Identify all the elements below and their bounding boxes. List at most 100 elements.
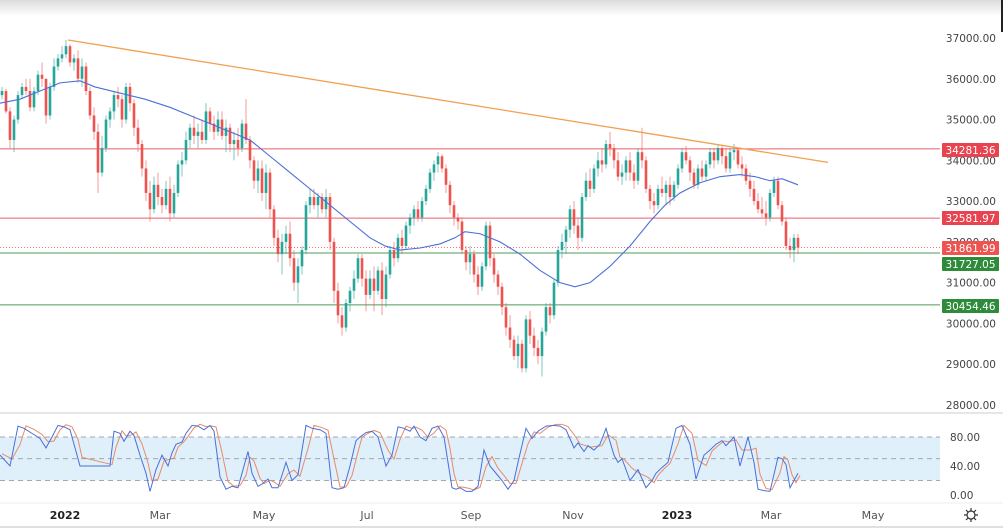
candle: [248, 135, 252, 169]
candle: [176, 160, 180, 198]
candle: [560, 233, 564, 259]
candle: [636, 148, 640, 185]
candle: [744, 164, 748, 185]
candle: [496, 270, 500, 295]
candle: [584, 172, 588, 202]
candle: [756, 192, 760, 214]
moving-average-line[interactable]: [0, 80, 799, 288]
candle: [600, 148, 604, 173]
candle: [240, 119, 244, 153]
candle: [80, 58, 84, 87]
candle: [300, 245, 304, 275]
candle: [404, 221, 408, 251]
price-pane[interactable]: [0, 39, 940, 377]
candle: [96, 123, 100, 193]
candle: [456, 213, 460, 230]
candle: [12, 115, 16, 153]
candle: [392, 241, 396, 267]
candle: [340, 307, 344, 336]
candle: [168, 176, 172, 222]
time-tick-label: Mar: [761, 509, 782, 522]
candle: [424, 184, 428, 206]
candle: [500, 282, 504, 316]
candle: [612, 144, 616, 169]
candle: [188, 123, 192, 149]
candle: [116, 86, 120, 108]
gear-icon[interactable]: [963, 507, 979, 523]
candle: [596, 152, 600, 177]
candle: [684, 146, 688, 165]
candle: [252, 156, 256, 189]
candle: [60, 46, 64, 63]
candle: [332, 237, 336, 304]
stochastic-pane[interactable]: [0, 423, 940, 492]
candle: [604, 139, 608, 169]
svg-text:31727.05: 31727.05: [945, 259, 995, 271]
candle: [628, 152, 632, 181]
candle: [432, 160, 436, 181]
time-axis[interactable]: 2022 Mar May Jul Sep Nov 2023 Mar May: [50, 509, 885, 522]
candle: [796, 233, 800, 255]
candle: [276, 229, 280, 263]
candle: [532, 327, 536, 357]
candle: [288, 221, 292, 267]
candle: [320, 192, 324, 214]
candle: [68, 44, 72, 67]
candle: [244, 99, 248, 145]
candle: [164, 180, 168, 210]
candle: [712, 148, 716, 169]
candle: [728, 148, 732, 173]
candle: [272, 205, 276, 246]
candle: [368, 270, 372, 299]
candle: [736, 148, 740, 169]
candle: [268, 168, 272, 218]
candle: [304, 201, 308, 255]
candle: [760, 197, 764, 218]
candle: [196, 123, 200, 149]
candle: [336, 282, 340, 324]
candle: [420, 197, 424, 222]
candle: [144, 160, 148, 202]
candle: [376, 266, 380, 295]
candle: [544, 303, 548, 336]
candle: [792, 233, 796, 263]
price-axis[interactable]: 37000.00 36000.00 35000.00 34000.00 33000.00…: [946, 33, 996, 412]
descending-trendline[interactable]: [67, 39, 829, 164]
candle: [200, 119, 204, 145]
candle: [260, 160, 264, 202]
candle: [16, 91, 20, 124]
candle: [652, 192, 656, 214]
candle: [384, 266, 388, 308]
candle: [768, 188, 772, 222]
candle: [656, 184, 660, 210]
svg-text:34281.36: 34281.36: [945, 145, 995, 157]
candle: [540, 327, 544, 377]
candle: [696, 164, 700, 189]
candle: [660, 176, 664, 198]
candle: [308, 188, 312, 214]
price-tick-label: 30000.00: [946, 318, 996, 330]
candle: [84, 62, 88, 96]
candle: [412, 205, 416, 226]
candle: [88, 86, 92, 120]
candle: [224, 119, 228, 153]
candle: [512, 335, 516, 361]
stochastic-tick-label: 0.00: [950, 490, 973, 502]
candle: [776, 176, 780, 210]
time-tick-label: Jul: [359, 509, 373, 522]
candle: [640, 127, 644, 169]
candle: [364, 270, 368, 312]
candle: [76, 50, 80, 83]
candle: [504, 303, 508, 336]
candle: [620, 164, 624, 185]
candle: [572, 201, 576, 234]
candle: [388, 245, 392, 279]
price-tick-label: 35000.00: [946, 115, 996, 127]
candle: [92, 107, 96, 140]
price-tick-label: 33000.00: [946, 196, 996, 208]
candle: [136, 119, 140, 153]
candle: [72, 54, 76, 71]
candle: [132, 99, 136, 136]
stochastic-tick-label: 40.00: [950, 461, 980, 473]
